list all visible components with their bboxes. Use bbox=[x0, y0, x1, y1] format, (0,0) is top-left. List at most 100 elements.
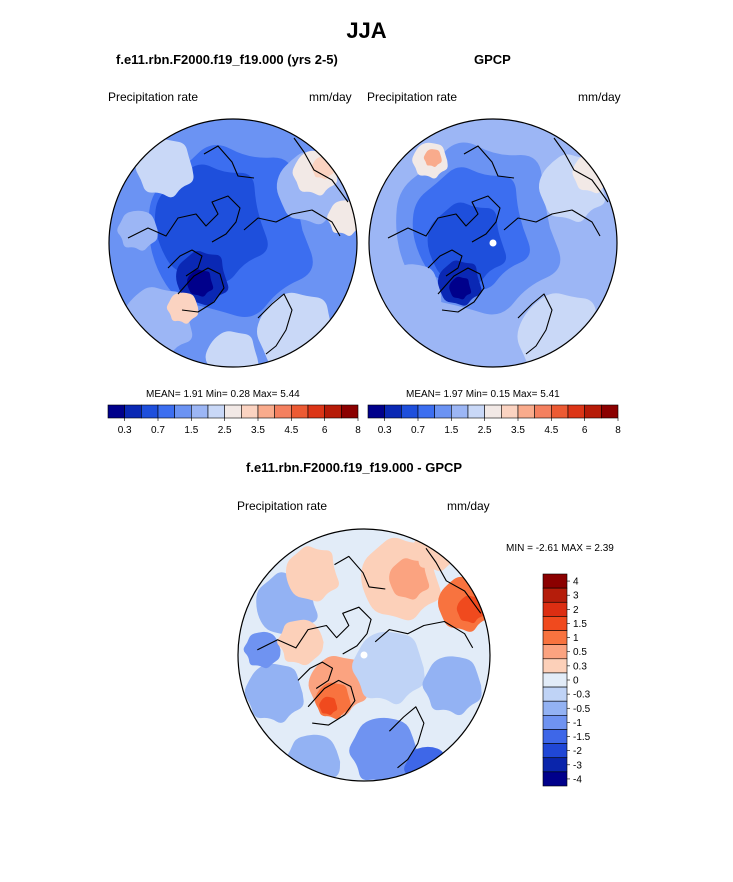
obs-coastline bbox=[387, 195, 501, 243]
obs-coastline bbox=[517, 293, 553, 355]
obs-coastline bbox=[427, 249, 463, 277]
diff-colorbar-swatch bbox=[542, 771, 568, 787]
diff-colorbar-swatch bbox=[542, 729, 568, 744]
model-colorbar-swatch bbox=[324, 404, 342, 419]
obs-map-border bbox=[368, 118, 618, 368]
model-colorbar-swatch bbox=[174, 404, 192, 419]
diff-colorbar-tick-label: -3 bbox=[573, 760, 582, 771]
model-colorbar-swatch bbox=[241, 404, 259, 419]
diff-colorbar-tick-label: 0.3 bbox=[573, 661, 587, 672]
obs-coastline bbox=[503, 209, 601, 237]
diff-contour-region bbox=[352, 631, 425, 705]
diff-colorbar-swatch bbox=[542, 715, 568, 730]
obs-colorbar-swatch bbox=[401, 404, 419, 419]
model-colorbar-swatch bbox=[307, 404, 325, 419]
obs-colorbar-tick-label: 4.5 bbox=[544, 425, 558, 436]
model-colorbar: 0.3 0.7 1.5 2.5 3.5 4.5 6 8 bbox=[107, 404, 361, 436]
obs-stats: MEAN= 1.97 Min= 0.15 Max= 5.41 bbox=[406, 389, 560, 400]
model-colorbar-tick-label: 0.7 bbox=[151, 425, 165, 436]
obs-colorbar-swatch bbox=[601, 404, 619, 419]
model-stats: MEAN= 1.91 Min= 0.28 Max= 5.44 bbox=[146, 389, 300, 400]
obs-colorbar-tick-label: 0.3 bbox=[378, 425, 392, 436]
obs-contour-region bbox=[423, 149, 442, 167]
model-coastline bbox=[203, 145, 255, 179]
diff-colorbar-tick-label: -4 bbox=[573, 774, 582, 785]
obs-colorbar-swatch bbox=[584, 404, 602, 419]
model-colorbar-swatch bbox=[124, 404, 142, 419]
diff-colorbar-tick-label: -0.5 bbox=[573, 704, 591, 715]
diff-colorbar-swatch bbox=[542, 616, 568, 631]
diff-colorbar-tick-label: -1 bbox=[573, 718, 582, 729]
obs-colorbar-swatch bbox=[451, 404, 469, 419]
diff-colorbar-swatch bbox=[542, 757, 568, 773]
obs-colorbar-swatch bbox=[534, 404, 552, 419]
model-colorbar-tick-label: 1.5 bbox=[184, 425, 198, 436]
diff-coastline bbox=[425, 547, 482, 614]
model-colorbar-tick-label: 0.3 bbox=[118, 425, 132, 436]
model-field bbox=[109, 119, 357, 367]
diff-colorbar-swatch bbox=[542, 672, 568, 688]
diff-contour-region bbox=[319, 696, 338, 715]
model-contour-region bbox=[205, 331, 259, 367]
diff-colorbar-swatch bbox=[542, 573, 568, 589]
model-contour-region bbox=[166, 292, 199, 324]
model-contour-region bbox=[154, 164, 268, 283]
obs-colorbar-tick-label: 8 bbox=[615, 425, 621, 436]
diff-colorbar-tick-label: 2 bbox=[573, 605, 579, 616]
diff-colorbar-swatch bbox=[542, 587, 568, 603]
obs-coastline bbox=[553, 137, 609, 203]
diff-coastline bbox=[389, 706, 425, 769]
model-colorbar-swatch bbox=[207, 404, 225, 419]
diff-contour-region bbox=[243, 631, 281, 669]
diff-panel-title: f.e11.rbn.F2000.f19_f19.000 - GPCP bbox=[246, 460, 463, 475]
model-contour-region bbox=[135, 139, 194, 198]
model-colorbar-swatch bbox=[341, 404, 359, 419]
model-colorbar-tick-label: 4.5 bbox=[284, 425, 298, 436]
diff-coastline bbox=[374, 620, 474, 649]
diff-coastline bbox=[307, 679, 356, 726]
model-coastline bbox=[257, 293, 293, 355]
obs-contour-region bbox=[586, 139, 614, 167]
obs-panel-title: GPCP bbox=[474, 52, 511, 67]
obs-coastline bbox=[463, 145, 515, 179]
diff-colorbar-tick-label: 0 bbox=[573, 676, 579, 687]
obs-colorbar-swatch bbox=[384, 404, 402, 419]
obs-colorbar-swatch bbox=[434, 404, 452, 419]
diff-contour-region bbox=[244, 663, 304, 723]
obs-contour-region bbox=[427, 202, 507, 284]
diff-colorbar-tick-label: -0.3 bbox=[573, 690, 591, 701]
obs-colorbar-swatch bbox=[484, 404, 502, 419]
diff-colorbar-tick-label: 1 bbox=[573, 633, 579, 644]
diff-contour-region bbox=[285, 546, 339, 602]
diff-pole-hole bbox=[360, 651, 368, 659]
obs-coastline bbox=[437, 267, 485, 313]
diff-coastline bbox=[334, 555, 386, 590]
model-units-label: mm/day bbox=[309, 90, 352, 104]
model-colorbar-swatch bbox=[191, 404, 209, 419]
diff-contour-region bbox=[349, 717, 418, 781]
model-colorbar-swatch bbox=[107, 404, 125, 419]
model-coastline bbox=[127, 195, 241, 243]
diff-contour-region bbox=[422, 656, 482, 716]
obs-colorbar-swatch bbox=[501, 404, 519, 419]
diff-colorbar-tick-label: 1.5 bbox=[573, 619, 587, 630]
model-colorbar-swatch bbox=[257, 404, 275, 419]
obs-colorbar-tick-label: 3.5 bbox=[511, 425, 525, 436]
diff-coastline bbox=[297, 661, 334, 689]
obs-colorbar-swatch bbox=[517, 404, 535, 419]
model-colorbar-swatch bbox=[274, 404, 292, 419]
diff-map-border bbox=[237, 528, 491, 782]
diff-colorbar-swatch bbox=[542, 644, 568, 660]
diff-colorbar-swatch bbox=[542, 658, 568, 674]
diff-colorbar-swatch bbox=[542, 743, 568, 759]
obs-colorbar: 0.3 0.7 1.5 2.5 3.5 4.5 6 8 bbox=[367, 404, 621, 436]
obs-pole-hole bbox=[489, 239, 497, 247]
obs-contour-region bbox=[449, 276, 472, 300]
diff-coastline bbox=[257, 606, 372, 655]
diff-units-label: mm/day bbox=[447, 499, 490, 513]
diff-colorbar-tick-label: -2 bbox=[573, 746, 582, 757]
diff-colorbar-swatch bbox=[542, 630, 568, 645]
obs-colorbar-tick-label: 6 bbox=[582, 425, 588, 436]
diff-colorbar-tick-label: -1.5 bbox=[573, 732, 591, 743]
obs-polar-map bbox=[368, 118, 618, 368]
